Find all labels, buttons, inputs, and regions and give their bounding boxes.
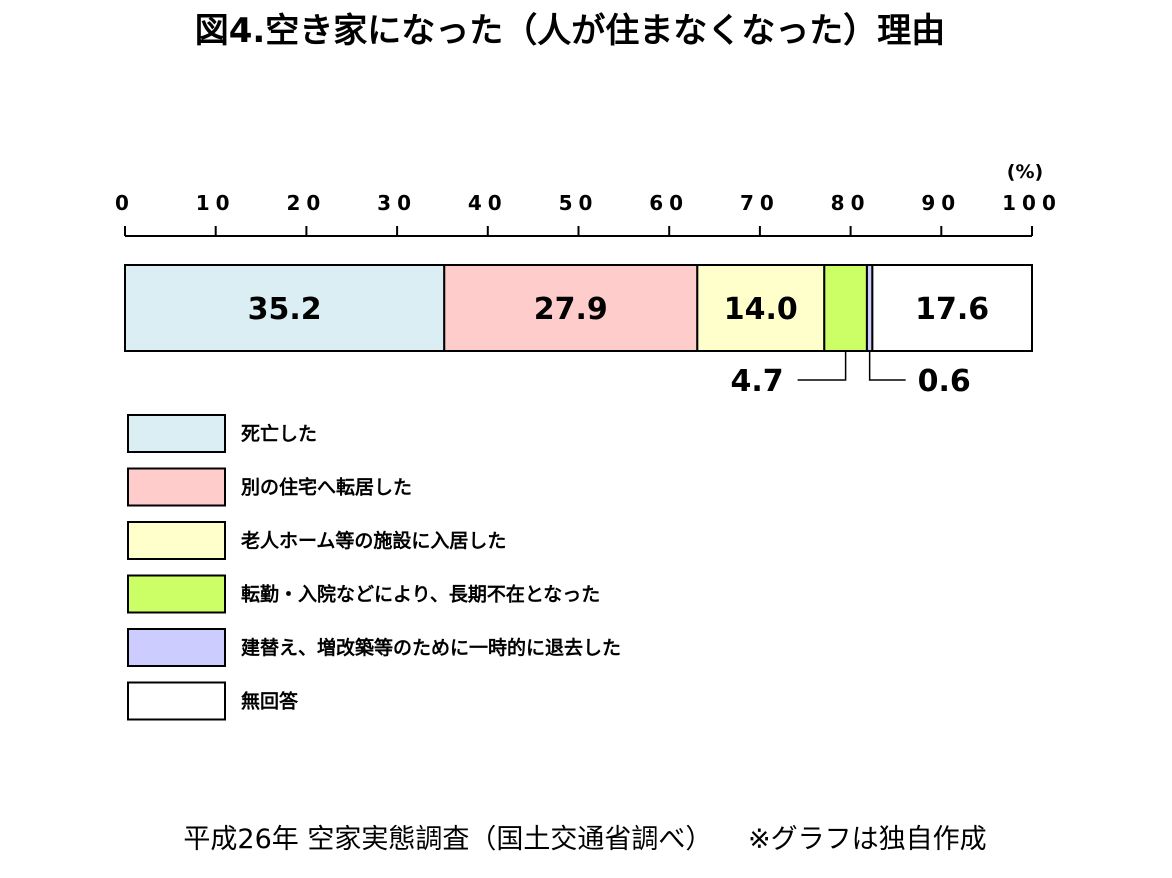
legend-swatch [127, 414, 226, 453]
legend-swatch [127, 681, 226, 721]
x-tick-label: 10 [196, 191, 236, 215]
segment-value-label: 14.0 [724, 292, 798, 327]
x-tick-label: 0 [115, 191, 135, 215]
chart-title: 図4.空き家になった（人が住まなくなった）理由 [195, 11, 946, 51]
x-tick-label: 40 [468, 191, 508, 215]
x-tick-label: 90 [921, 191, 961, 215]
legend: 死亡した別の住宅へ転居した老人ホーム等の施設に入居した転勤・入院などにより、長期… [127, 414, 621, 721]
x-tick-label: 50 [559, 191, 599, 215]
callout-leader-line [868, 351, 906, 381]
bar-segment [823, 264, 868, 352]
unit-label: (%) [1007, 161, 1043, 183]
legend-label: 無回答 [241, 690, 299, 713]
legend-swatch [127, 467, 226, 507]
segment-value-label: 27.9 [534, 292, 608, 327]
x-tick-label: 30 [377, 191, 417, 215]
legend-swatch [127, 628, 226, 667]
legend-swatch [127, 521, 226, 560]
callouts: 4.7 0.6 [730, 351, 971, 399]
bar-segment [443, 264, 699, 352]
segment-value-label: 35.2 [248, 292, 322, 327]
segment-value-label: 17.6 [915, 292, 989, 327]
x-tick-label: 70 [740, 191, 780, 215]
bar-segment [124, 264, 446, 352]
legend-label: 死亡した [241, 422, 317, 445]
bar-segment [696, 264, 826, 352]
x-tick-label: 60 [649, 191, 689, 215]
x-tick-label: 20 [286, 191, 326, 215]
legend-label: 建替え、増改築等のために一時的に退去した [241, 636, 621, 659]
legend-label: 転勤・入院などにより、長期不在となった [241, 583, 600, 606]
callout-value-label: 4.7 [730, 364, 783, 399]
bar-segment [871, 264, 1033, 352]
legend-label: 老人ホーム等の施設に入居した [241, 529, 506, 552]
legend-swatch [127, 574, 226, 614]
x-axis: 0 10 20 30 40 50 60 70 80 90 100 [115, 191, 1062, 237]
source-footer: 平成26年 空家実態調査（国土交通省調べ） ※グラフは独自作成 [183, 824, 986, 855]
x-tick-label: 80 [831, 191, 871, 215]
bar-segments: 35.2 27.9 14.0 17.6 [124, 264, 1033, 352]
x-tick-label: 100 [1002, 191, 1062, 215]
legend-label: 別の住宅へ転居した [241, 476, 412, 499]
callout-value-label: 0.6 [918, 364, 971, 399]
callout-leader-line [797, 351, 847, 381]
